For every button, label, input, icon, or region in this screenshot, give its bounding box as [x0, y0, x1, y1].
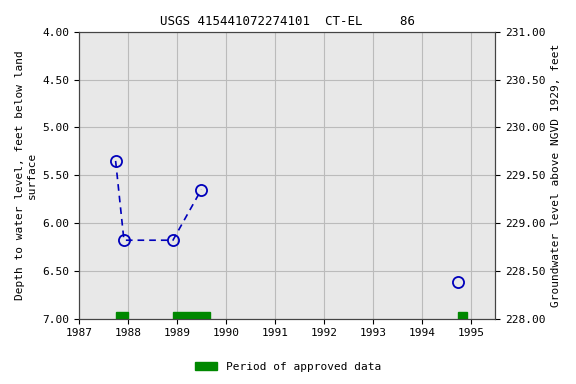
Title: USGS 415441072274101  CT-EL     86: USGS 415441072274101 CT-EL 86 — [160, 15, 415, 28]
Legend: Period of approved data: Period of approved data — [191, 358, 385, 377]
Bar — [173, 312, 210, 321]
Bar — [458, 312, 467, 321]
Y-axis label: Groundwater level above NGVD 1929, feet: Groundwater level above NGVD 1929, feet — [551, 44, 561, 307]
Y-axis label: Depth to water level, feet below land
surface: Depth to water level, feet below land su… — [15, 50, 37, 300]
Bar — [116, 312, 128, 321]
